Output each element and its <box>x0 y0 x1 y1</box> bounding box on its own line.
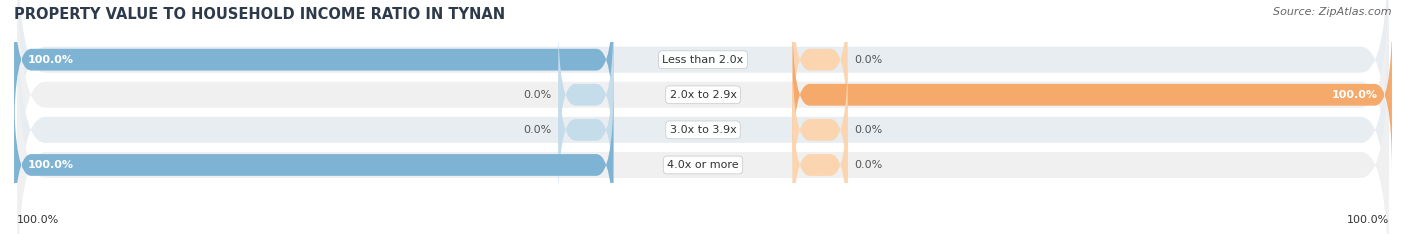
Text: 4.0x or more: 4.0x or more <box>668 160 738 170</box>
Text: 100.0%: 100.0% <box>28 55 75 65</box>
Text: Source: ZipAtlas.com: Source: ZipAtlas.com <box>1274 7 1392 17</box>
Text: 100.0%: 100.0% <box>28 160 75 170</box>
FancyBboxPatch shape <box>558 18 613 172</box>
Text: 0.0%: 0.0% <box>523 90 551 100</box>
FancyBboxPatch shape <box>793 53 848 207</box>
FancyBboxPatch shape <box>793 18 1392 172</box>
Text: 0.0%: 0.0% <box>855 55 883 65</box>
FancyBboxPatch shape <box>17 2 1389 234</box>
Text: 0.0%: 0.0% <box>523 125 551 135</box>
Text: PROPERTY VALUE TO HOUSEHOLD INCOME RATIO IN TYNAN: PROPERTY VALUE TO HOUSEHOLD INCOME RATIO… <box>14 7 505 22</box>
FancyBboxPatch shape <box>793 88 848 234</box>
FancyBboxPatch shape <box>793 0 848 136</box>
FancyBboxPatch shape <box>17 37 1389 234</box>
Text: 3.0x to 3.9x: 3.0x to 3.9x <box>669 125 737 135</box>
FancyBboxPatch shape <box>17 0 1389 187</box>
FancyBboxPatch shape <box>14 0 613 136</box>
Text: 100.0%: 100.0% <box>1347 215 1389 225</box>
Text: Less than 2.0x: Less than 2.0x <box>662 55 744 65</box>
FancyBboxPatch shape <box>558 53 613 207</box>
Text: 100.0%: 100.0% <box>17 215 59 225</box>
Text: 0.0%: 0.0% <box>855 160 883 170</box>
Text: 100.0%: 100.0% <box>1331 90 1378 100</box>
Text: 2.0x to 2.9x: 2.0x to 2.9x <box>669 90 737 100</box>
Text: 0.0%: 0.0% <box>855 125 883 135</box>
FancyBboxPatch shape <box>14 88 613 234</box>
FancyBboxPatch shape <box>17 0 1389 222</box>
